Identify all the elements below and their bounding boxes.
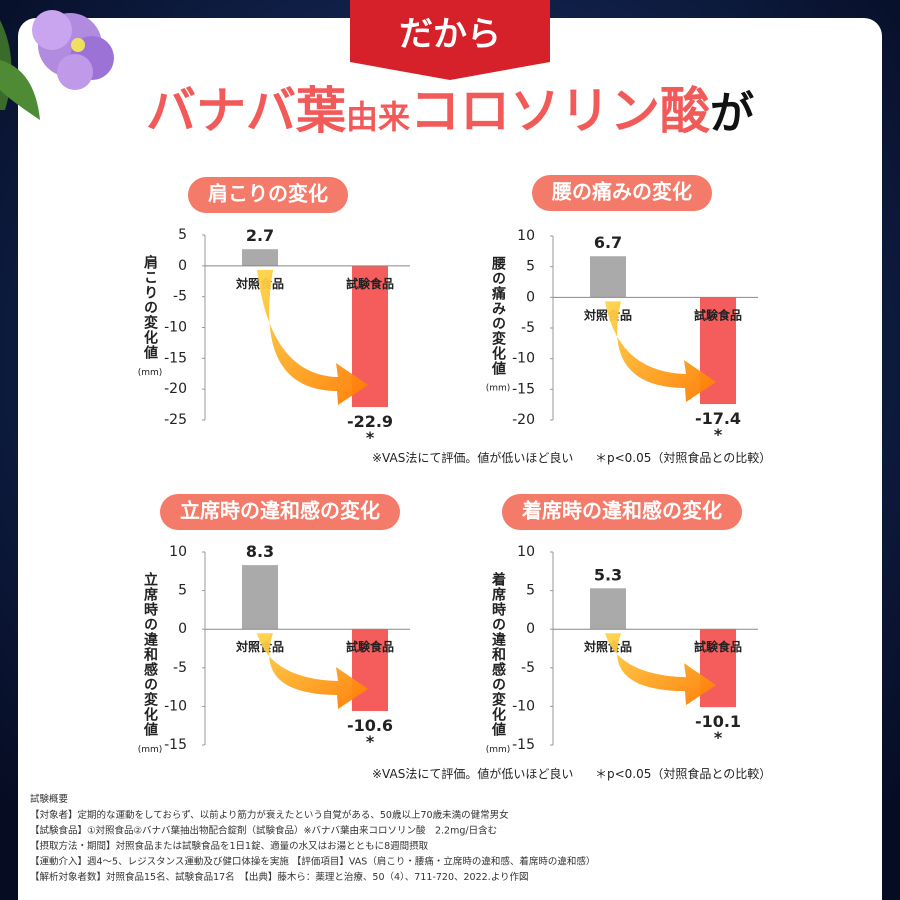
chart-title: 腰の痛みの変化: [551, 180, 692, 204]
y-tick-label: -5: [521, 660, 535, 676]
y-tick-label: -5: [521, 320, 535, 336]
banner-text: だから: [399, 15, 501, 55]
y-tick-label: -15: [164, 737, 187, 753]
chart-title-bg: [160, 494, 400, 530]
flower: [0, 10, 114, 120]
y-axis-unit: (mm): [138, 368, 163, 378]
value-label: -10.1: [695, 712, 741, 731]
y-axis-unit: (mm): [486, 745, 511, 755]
y-tick-label: 0: [178, 258, 187, 274]
banner: [350, 0, 550, 80]
summary-line: 【試験食品】①対照食品②バナバ葉抽出物配合錠剤（試験食品）※バナバ葉由来コロソリ…: [30, 825, 497, 837]
trend-arrow: [257, 633, 368, 710]
headline: バナバ葉由来コロソリン酸が: [146, 82, 754, 140]
footnote: ＊p<0.05（対照食品との比較）: [595, 766, 771, 781]
y-tick-label: 5: [526, 259, 535, 275]
y-tick-label: -20: [164, 381, 187, 397]
y-axis-label: 着席時の違和感の変化値: [490, 571, 507, 737]
y-tick-label: 5: [178, 227, 187, 243]
y-axis-unit: (mm): [486, 383, 511, 393]
summary-line: 【運動介入】週4～5、レジスタンス運動及び健口体操を実施 【評価項目】VAS（肩…: [30, 856, 595, 868]
y-axis-label: 腰の痛みの変化値: [490, 256, 507, 376]
y-tick-label: 10: [169, 544, 187, 560]
value-label: 8.3: [246, 542, 274, 561]
chart-title: 立席時の違和感の変化: [180, 499, 380, 523]
bar: [590, 588, 626, 630]
significance-mark: *: [714, 425, 723, 444]
bar: [700, 629, 736, 708]
chart-title-bg: [532, 175, 712, 211]
value-label: 2.7: [246, 226, 274, 245]
summary-title: 試験概要: [30, 793, 68, 805]
y-tick-label: 0: [526, 289, 535, 305]
headline-part: バナバ葉: [146, 82, 347, 140]
y-tick-label: -5: [173, 660, 187, 676]
footnote: ※VAS法にて評価。値が低いほど良い: [372, 766, 573, 781]
y-axis-unit: (mm): [138, 745, 163, 755]
y-axis-label: 立席時の違和感の変化値: [142, 571, 159, 737]
footnote: ＊p<0.05（対照食品との比較）: [595, 450, 771, 465]
summary-line: 【対象者】定期的な運動をしておらず、以前より筋力が衰えたという自覚がある、50歳…: [30, 809, 509, 821]
significance-mark: *: [366, 732, 375, 751]
x-tick-label: 試験食品: [694, 307, 742, 322]
bar: [242, 565, 278, 630]
value-label: -10.6: [347, 716, 393, 735]
bar: [352, 629, 388, 712]
x-tick-label: 対照食品: [583, 307, 632, 322]
y-tick-label: -15: [512, 381, 535, 397]
y-tick-label: -15: [164, 350, 187, 366]
x-tick-label: 試験食品: [346, 276, 394, 291]
chart-title: 肩こりの変化: [208, 182, 328, 206]
summary-line: 【解析対象者数】対照食品15名、試験食品17名 【出典】藤木ら：薬理と治療、50…: [30, 871, 529, 883]
y-tick-label: 5: [178, 583, 187, 599]
bar: [242, 249, 278, 266]
y-tick-label: 0: [178, 621, 187, 637]
chart-title: 着席時の違和感の変化: [521, 499, 722, 523]
y-tick-label: 10: [517, 544, 535, 560]
significance-mark: *: [366, 428, 375, 447]
x-tick-label: 対照食品: [583, 639, 632, 654]
trend-arrow: [605, 633, 716, 706]
significance-mark: *: [714, 728, 723, 747]
y-tick-label: -5: [173, 289, 187, 305]
x-tick-label: 試験食品: [694, 639, 742, 654]
x-tick-label: 試験食品: [346, 639, 394, 654]
y-axis-label: 肩こりの変化値: [142, 254, 159, 360]
y-tick-label: 0: [526, 621, 535, 637]
y-tick-label: 5: [526, 583, 535, 599]
y-tick-label: -10: [164, 698, 187, 714]
summary-line: 【摂取方法・期間】対照食品または試験食品を1日1錠、適量の水又はお湯とともに8週…: [30, 840, 429, 852]
value-label: -22.9: [347, 412, 393, 431]
trend-arrow: [257, 269, 368, 406]
footnote: ※VAS法にて評価。値が低いほど良い: [372, 450, 573, 465]
y-tick-label: -15: [512, 737, 535, 753]
y-tick-label: -10: [512, 351, 535, 367]
headline-part: コロソリン酸: [410, 82, 711, 140]
headline-part: が: [710, 88, 754, 139]
trend-arrow: [605, 301, 716, 403]
y-tick-label: -10: [512, 698, 535, 714]
chart-title-bg: [188, 177, 348, 213]
value-label: 6.7: [594, 233, 622, 252]
x-tick-label: 対照食品: [235, 639, 284, 654]
y-tick-label: -25: [164, 412, 187, 428]
y-tick-label: -20: [512, 412, 535, 428]
y-tick-label: -10: [164, 320, 187, 336]
y-tick-label: 10: [517, 228, 535, 244]
headline-part: 由来: [346, 98, 410, 136]
value-label: 5.3: [594, 565, 622, 584]
value-label: -17.4: [695, 409, 741, 428]
bar: [590, 256, 626, 298]
chart-title-bg: [502, 494, 742, 530]
